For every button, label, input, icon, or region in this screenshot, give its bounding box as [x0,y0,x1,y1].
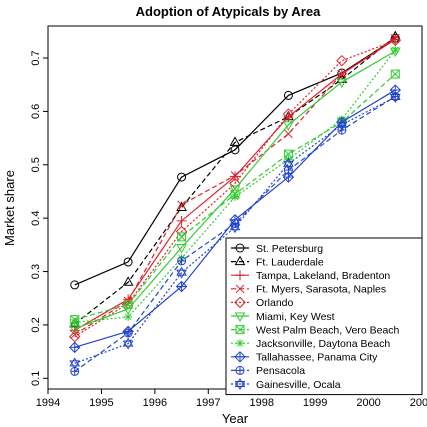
x-tick-label: 1994 [36,397,60,409]
legend-label: Gainesville, Ocala [256,379,341,391]
x-tick-label: 2000 [356,397,380,409]
legend-label: Pensacola [256,365,305,377]
x-tick-label: 1995 [89,397,113,409]
legend-item: West Palm Beach, Vero Beach [231,324,400,336]
data-point [231,137,240,145]
x-axis-label: Year [222,411,249,426]
legend-label: Ft. Lauderdale [256,256,324,268]
y-axis-label: Market share [2,170,17,246]
x-tick-label: 1997 [196,397,220,409]
legend-label: Orlando [256,297,294,309]
y-tick-label: 0.2 [30,317,42,332]
legend-label: Tallahassee, Panama City [256,352,378,364]
legend-label: West Palm Beach, Vero Beach [256,324,400,336]
y-axis: 0.1 0.2 0.3 0.4 0.5 0.6 0.7 [30,50,48,386]
chart-title: Adoption of Atypicals by Area [136,4,321,19]
legend-label: Miami, Key West [256,311,335,323]
x-tick-label: 1996 [143,397,167,409]
x-tick-label: 1998 [249,397,273,409]
x-tick-label: 2001 [410,397,427,409]
legend-label: Ft. Myers, Sarasota, Naples [256,284,386,296]
y-tick-label: 0.3 [30,264,42,279]
data-point [337,56,347,66]
y-tick-label: 0.7 [30,50,42,65]
legend-label: St. Petersburg [256,243,323,255]
y-tick-label: 0.6 [30,104,42,119]
legend-label: Jacksonville, Daytona Beach [256,338,390,350]
y-tick-label: 0.4 [30,211,42,226]
data-point [177,268,186,276]
x-tick-label: 1999 [303,397,327,409]
data-point [70,358,79,366]
legend-label: Tampa, Lakeland, Bradenton [256,270,390,282]
y-tick-label: 0.1 [30,371,42,386]
y-tick-label: 0.5 [30,157,42,172]
